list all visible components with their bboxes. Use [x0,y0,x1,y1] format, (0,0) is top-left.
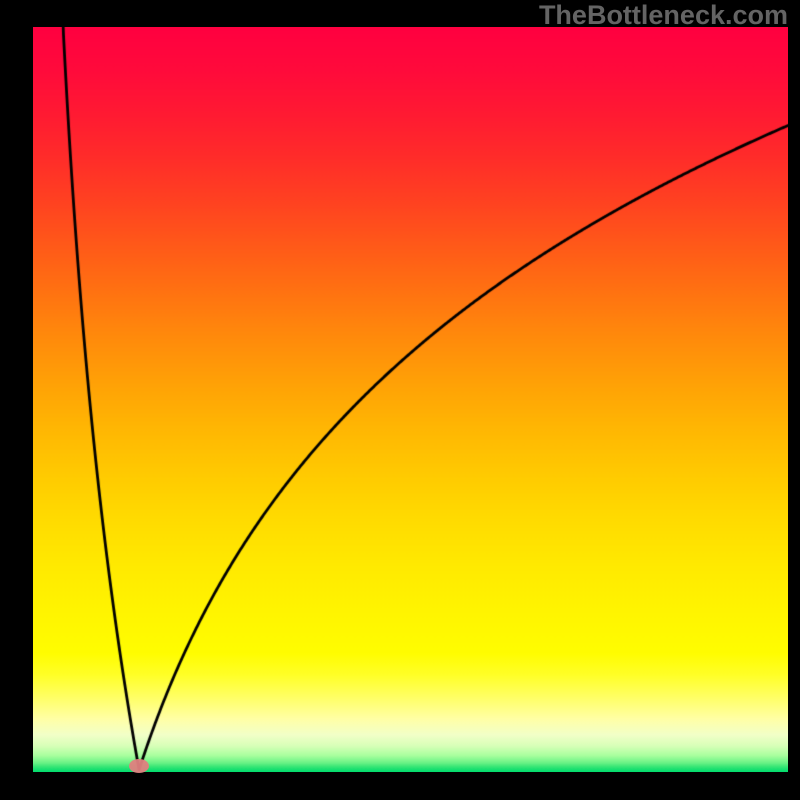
watermark-text: TheBottleneck.com [539,0,788,31]
optimal-point-marker [127,757,151,775]
bottleneck-curve [33,27,788,772]
